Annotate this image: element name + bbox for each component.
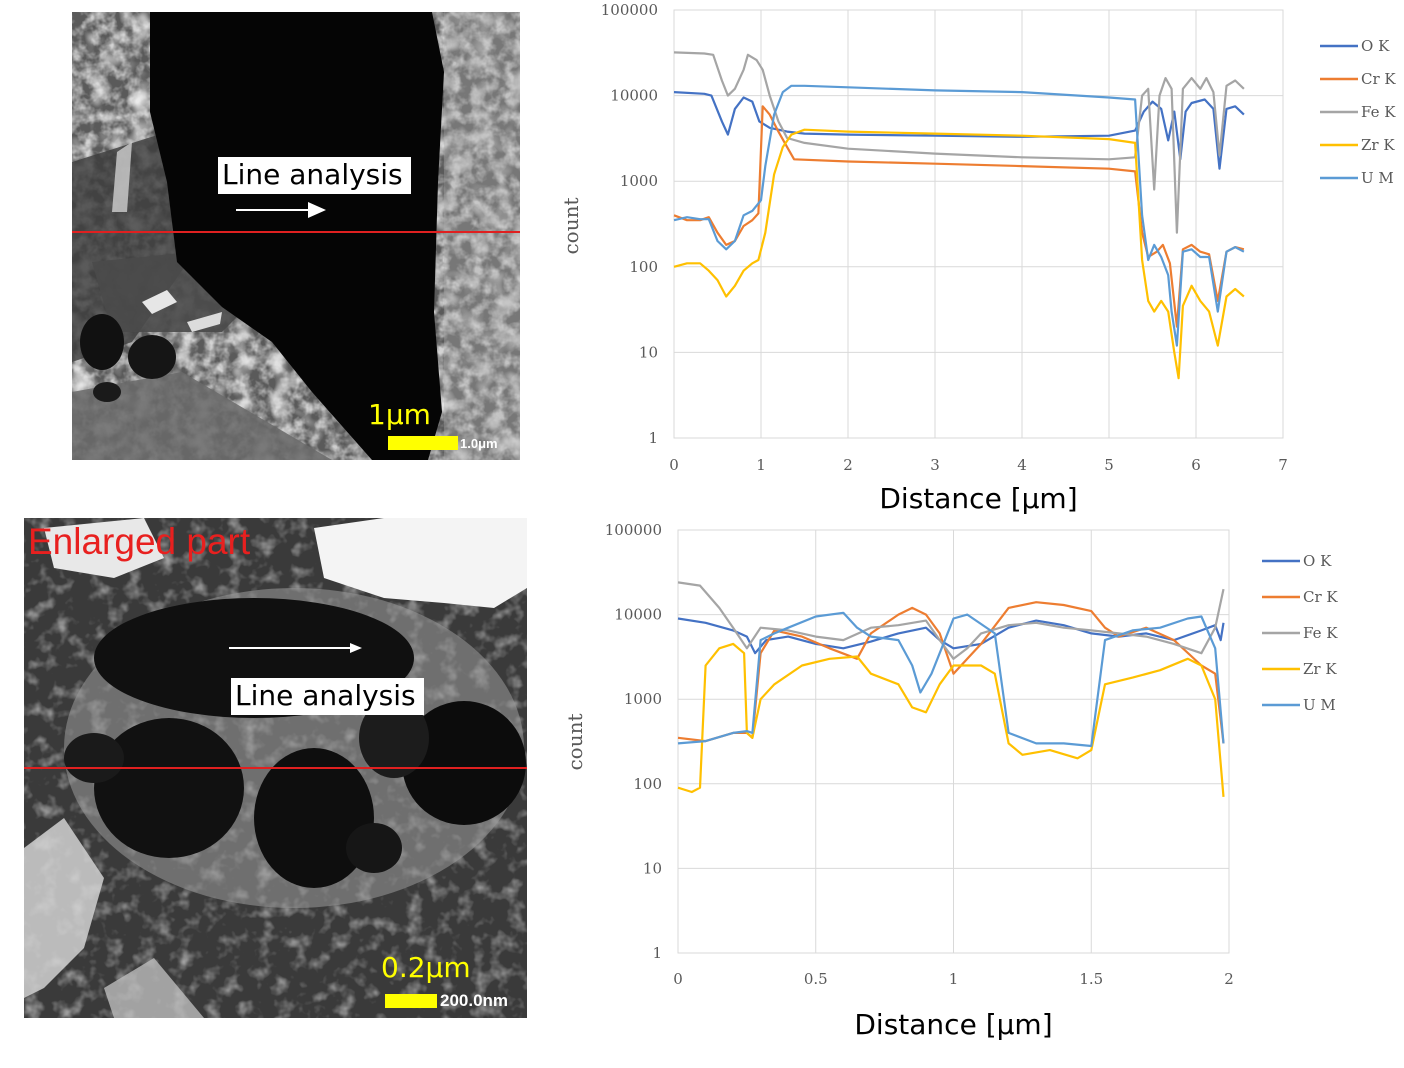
bottom-micrograph: Enlarged part Line analysis 0.2μm 200.0n… <box>24 518 527 1018</box>
y-axis-label: count <box>559 197 583 254</box>
top-line-chart: 1 10 100 1000 10000 100000 0 1 2 3 4 5 6 7 Distance [μ… <box>559 0 1404 520</box>
legend-label: Fe K <box>1361 103 1396 121</box>
bottom-line-chart-svg: 1 10 100 1000 10000 100000 0 0.5 1 1.5 2 Distance [… <box>563 521 1338 1041</box>
top-micrograph-image <box>72 12 520 460</box>
top-overlay <box>72 202 520 233</box>
legend-label: Zr K <box>1361 136 1395 154</box>
bottom-line-analysis-label: Line analysis <box>231 678 424 715</box>
top-scale-label: 1μm <box>368 398 431 431</box>
series-line-fe-k <box>673 51 1245 234</box>
x-tick-label: 1 <box>949 970 959 988</box>
legend-label: O K <box>1361 37 1390 55</box>
x-tick-label: 4 <box>1017 456 1027 474</box>
x-tick-label: 7 <box>1278 456 1288 474</box>
series-line-cr-k <box>673 105 1245 328</box>
legend-label: U M <box>1361 169 1394 187</box>
series-line-u-m <box>677 611 1225 748</box>
series-line-zr-k <box>677 642 1225 797</box>
y-tick-label: 1000 <box>624 690 662 708</box>
y-tick-label: 10 <box>643 859 662 877</box>
x-tick-label: 5 <box>1104 456 1114 474</box>
legend-label: Cr K <box>1303 588 1338 606</box>
y-axis-label: count <box>563 713 587 770</box>
plot-area <box>673 9 1284 439</box>
x-tick-label: 3 <box>930 456 940 474</box>
series-line-u-m <box>673 84 1245 347</box>
y-tick-label: 10000 <box>610 87 658 105</box>
legend-label: O K <box>1303 552 1332 570</box>
y-tick-label: 100 <box>629 258 658 276</box>
x-tick-label: 0 <box>669 456 679 474</box>
y-tick-label: 10000 <box>614 606 662 624</box>
x-tick-label: 2 <box>843 456 853 474</box>
enlarged-part-title: Enlarged part <box>28 521 251 562</box>
y-tick-label: 100000 <box>605 521 662 539</box>
x-tick-label: 0 <box>673 970 683 988</box>
top-micrograph: Line analysis 1μm 1.0μm <box>72 12 520 460</box>
bottom-scale-bar <box>385 994 437 1008</box>
bottom-scale-label: 0.2μm <box>381 951 471 984</box>
bottom-scale-bar-text: 200.0nm <box>440 991 509 1010</box>
series-line-fe-k <box>677 581 1225 660</box>
y-tick-label: 10 <box>639 343 658 361</box>
x-tick-label: 1 <box>756 456 766 474</box>
x-tick-label: 0.5 <box>804 970 828 988</box>
y-tick-label: 1 <box>652 944 662 962</box>
series-line-o-k <box>673 91 1245 170</box>
legend-label: Cr K <box>1361 70 1396 88</box>
top-scale-bar-text: 1.0μm <box>460 436 498 451</box>
x-axis-label: Distance [μm] <box>854 1008 1052 1041</box>
series-line-zr-k <box>673 128 1245 380</box>
top-scale-bar <box>388 436 458 450</box>
x-tick-label: 1.5 <box>1079 970 1103 988</box>
top-line-analysis-label: Line analysis <box>218 157 411 194</box>
x-tick-label: 2 <box>1224 970 1234 988</box>
legend-label: Zr K <box>1303 660 1337 678</box>
x-tick-label: 6 <box>1191 456 1201 474</box>
y-tick-label: 1 <box>648 429 658 447</box>
x-axis-label: Distance [μm] <box>879 482 1077 515</box>
legend-label: U M <box>1303 696 1336 714</box>
bottom-line-chart: 1 10 100 1000 10000 100000 0 0.5 1 1.5 2 Distance [… <box>560 516 1404 1056</box>
legend-label: Fe K <box>1303 624 1338 642</box>
y-tick-label: 1000 <box>620 172 658 190</box>
bottom-direction-arrow-head <box>350 643 362 653</box>
y-tick-label: 100 <box>633 775 662 793</box>
bottom-overlay <box>24 643 527 769</box>
y-tick-label: 100000 <box>601 1 658 19</box>
top-direction-arrow-head <box>308 202 326 218</box>
